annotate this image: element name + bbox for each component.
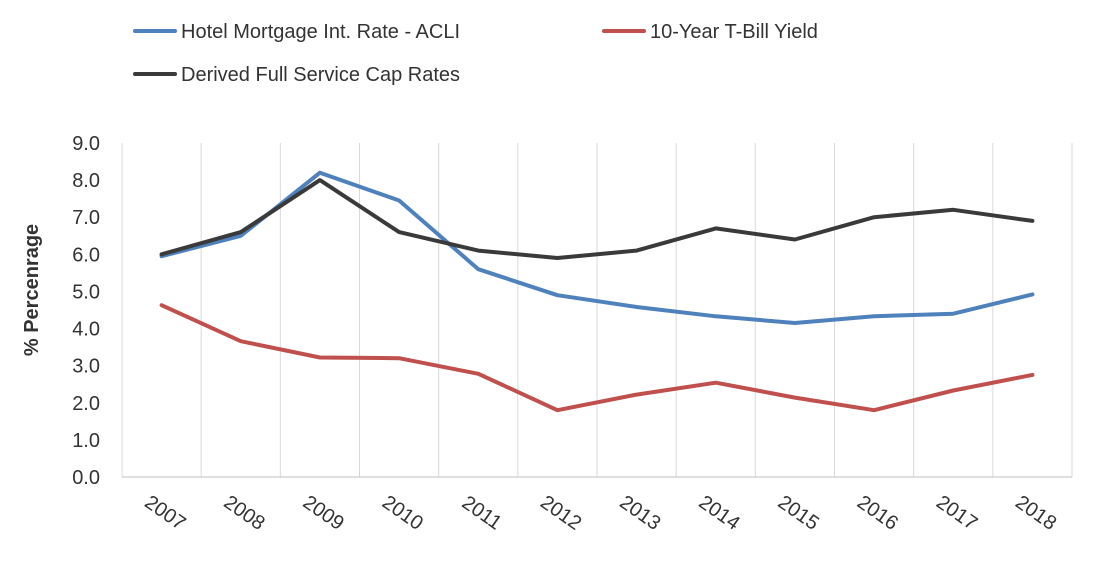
y-tick-label: 5.0 [72,281,100,303]
y-axis-label: % Percenrage [21,224,43,356]
x-axis-ticks: 2007 2008 2009 2010 2011 2012 2013 2014 2015 2016… [140,491,1060,535]
series-line [159,178,1035,260]
y-tick-label: 1.0 [72,430,100,452]
x-tick-label: 2007 [140,491,189,535]
series-lines [159,170,1035,413]
series-line [159,303,1035,413]
x-tick-label: 2012 [536,491,585,535]
x-tick-label: 2013 [615,491,664,535]
legend-label: Derived Full Service Cap Rates [181,64,460,86]
y-tick-label: 0.0 [72,467,100,489]
y-tick-label: 2.0 [72,393,100,415]
x-tick-label: 2008 [220,491,269,535]
x-tick-label: 2018 [1011,491,1060,535]
y-tick-label: 8.0 [72,170,100,192]
x-tick-label: 2010 [378,491,427,535]
x-tick-label: 2015 [774,491,823,535]
y-axis-ticks: 0.0 1.0 2.0 3.0 4.0 5.0 6.0 7.0 8.0 9.0 [72,133,100,489]
y-tick-label: 7.0 [72,207,100,229]
series-line [159,170,1035,325]
vertical-gridlines [121,143,1073,477]
x-tick-label: 2017 [932,491,981,535]
y-tick-label: 9.0 [72,133,100,155]
legend-label: Hotel Mortgage Int. Rate - ACLI [181,21,460,43]
x-tick-label: 2009 [299,491,348,535]
legend-label: 10-Year T-Bill Yield [650,21,818,43]
x-tick-label: 2011 [458,492,506,535]
x-tick-label: 2016 [853,491,902,535]
y-tick-label: 3.0 [72,356,100,378]
x-tick-label: 2014 [695,491,744,535]
y-tick-label: 4.0 [72,319,100,341]
legend: Hotel Mortgage Int. Rate - ACLI 10-Year T… [133,21,818,86]
y-tick-label: 6.0 [72,244,100,266]
